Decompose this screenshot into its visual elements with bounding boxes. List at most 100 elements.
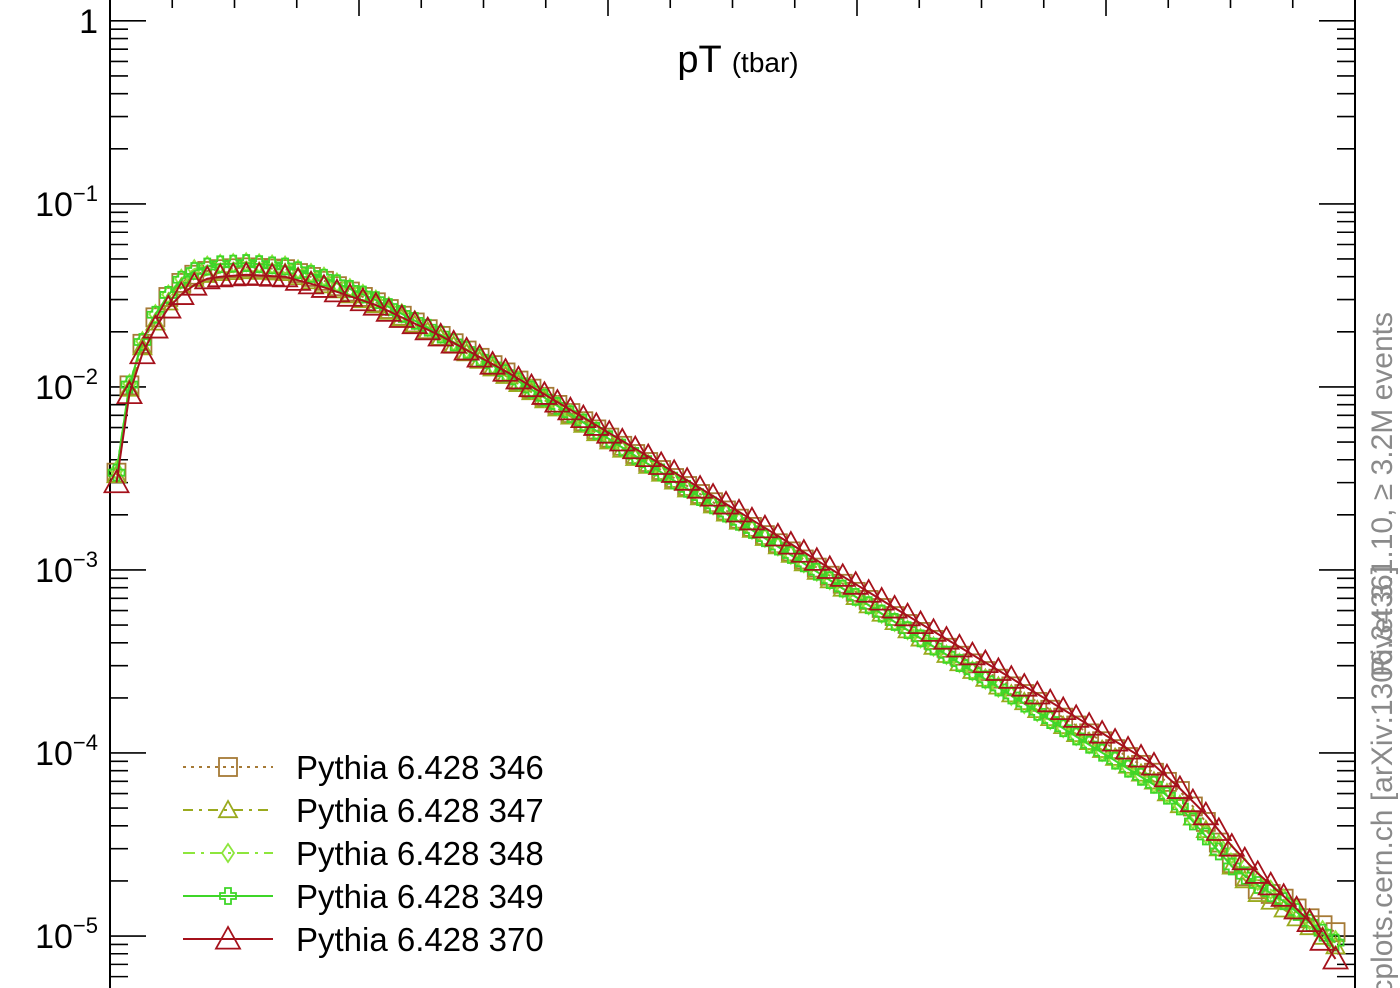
- data-point: [712, 490, 740, 515]
- data-point: [530, 380, 558, 405]
- data-point: [440, 329, 468, 354]
- data-point: [543, 388, 571, 413]
- data-point: [349, 286, 377, 312]
- data-point: [504, 364, 533, 390]
- legend-label: Pythia 6.428 348: [296, 835, 544, 872]
- data-point: [556, 395, 584, 421]
- data-point: [388, 303, 416, 328]
- data-point: [1309, 926, 1337, 951]
- data-point: [665, 471, 684, 490]
- data-point: [1153, 762, 1181, 788]
- data-point: [842, 570, 870, 595]
- data-point: [258, 262, 286, 287]
- data-point: [1263, 879, 1278, 901]
- data-point: [517, 372, 546, 398]
- data-point: [232, 260, 260, 286]
- data-point: [401, 309, 429, 335]
- series-1: [106, 257, 1346, 943]
- data-point: [790, 538, 818, 563]
- data-point: [1140, 751, 1168, 776]
- data-point: [725, 498, 753, 523]
- series-5: [102, 260, 1350, 970]
- data-point: [1023, 680, 1051, 705]
- data-point: [302, 265, 320, 283]
- data-point: [1088, 719, 1116, 744]
- data-point: [1248, 876, 1267, 894]
- legend-label: Pythia 6.428 347: [296, 792, 544, 829]
- data-point: [1270, 882, 1298, 907]
- data-point: [1196, 827, 1215, 846]
- data-point: [224, 254, 243, 273]
- y-tick-label: 10−1: [35, 181, 98, 224]
- data-point: [777, 530, 805, 555]
- data-point: [102, 468, 131, 494]
- data-point: [154, 294, 182, 319]
- data-point: [336, 282, 364, 307]
- data-point: [328, 274, 346, 293]
- data-point: [652, 463, 671, 482]
- data-point: [1075, 711, 1103, 736]
- data-point: [911, 629, 930, 648]
- data-point: [1296, 907, 1324, 933]
- data-point: [803, 546, 831, 571]
- data-point: [1010, 672, 1038, 697]
- series-line: [115, 266, 1336, 933]
- data-point: [634, 442, 662, 468]
- data-point: [872, 604, 891, 623]
- data-point: [414, 315, 442, 341]
- data-point: [158, 287, 179, 307]
- data-point: [1127, 743, 1155, 768]
- x-axis-ticks: [109, 0, 1356, 16]
- data-point: [1183, 812, 1202, 831]
- data-point: [1049, 695, 1077, 721]
- data-point: [1080, 735, 1099, 754]
- y-tick-label: 10−5: [35, 913, 98, 956]
- data-point: [457, 341, 476, 359]
- plot-frame: [109, 0, 1356, 988]
- data-point: [881, 594, 909, 619]
- data-point: [217, 799, 239, 819]
- data-point: [284, 266, 312, 291]
- data-point: [1222, 857, 1241, 876]
- data-point: [310, 273, 338, 298]
- data-point: [522, 380, 541, 399]
- data-point: [220, 842, 236, 864]
- data-point: [971, 648, 999, 674]
- data-point: [595, 419, 623, 444]
- data-point: [1205, 816, 1233, 841]
- data-point: [1231, 845, 1259, 871]
- data-point: [1179, 787, 1207, 813]
- data-point: [289, 261, 307, 280]
- legend-item: Pythia 6.428 349: [183, 878, 544, 915]
- data-point: [315, 268, 333, 287]
- data-point: [133, 333, 152, 351]
- data-point: [660, 458, 688, 483]
- data-point: [673, 466, 701, 491]
- data-point: [1218, 832, 1246, 857]
- series-4: [107, 254, 1345, 952]
- data-point: [1067, 727, 1086, 746]
- chart-title: pT (tbar): [677, 39, 798, 81]
- data-point: [1322, 945, 1350, 970]
- data-point: [214, 925, 242, 950]
- legend-label: Pythia 6.428 349: [296, 878, 544, 915]
- data-point: [794, 554, 813, 573]
- data-point: [535, 388, 554, 407]
- data-point: [263, 256, 282, 275]
- data-point: [768, 537, 787, 556]
- data-point: [764, 522, 792, 547]
- data-point: [107, 463, 126, 482]
- data-point: [894, 601, 922, 627]
- y-tick-label: 10−2: [35, 364, 98, 407]
- data-point: [1209, 842, 1228, 861]
- data-point: [362, 291, 390, 316]
- data-point: [868, 586, 896, 611]
- data-point: [375, 297, 403, 322]
- data-point: [141, 314, 169, 339]
- y-axis-ticks: [110, 20, 1355, 978]
- series-2: [105, 260, 1347, 955]
- data-point: [885, 613, 904, 631]
- data-point: [1211, 833, 1226, 855]
- data-point: [1093, 743, 1112, 762]
